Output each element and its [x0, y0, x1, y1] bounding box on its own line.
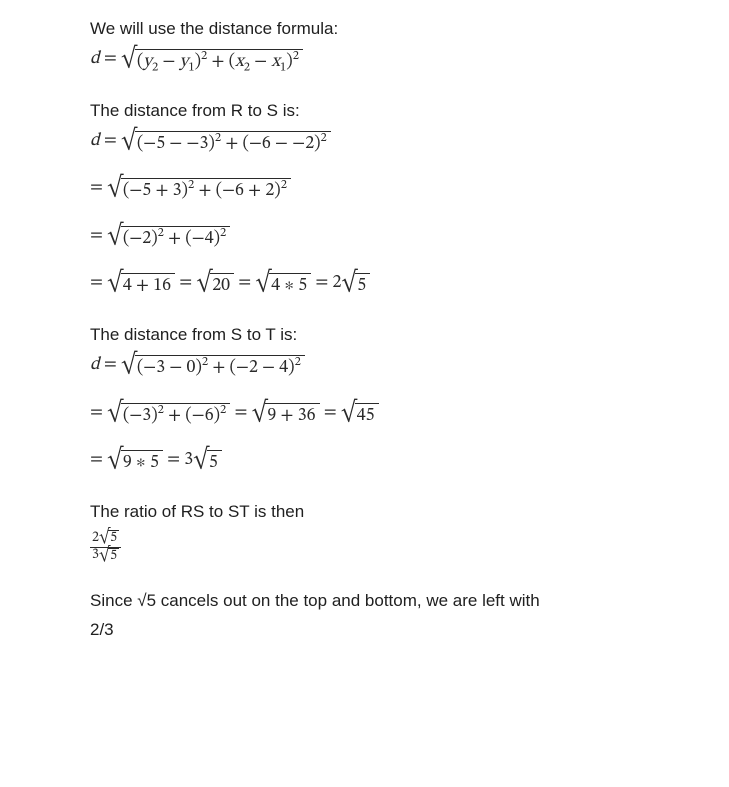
- sqrt: √(−2)2 + (−4)2: [107, 226, 230, 251]
- sqrt: √5: [99, 530, 119, 546]
- solution-body: We will use the distance formula: d = √(y…: [90, 18, 639, 642]
- math-line: d = √(−3 − 0)2 + (−2 − 4)2: [90, 353, 639, 380]
- math-line: = √(−5 + 3)2 + (−6 + 2)2: [90, 176, 639, 203]
- sqrt: √45: [341, 403, 379, 428]
- text-line: 2/3: [90, 619, 639, 642]
- math-line: = √4 + 16 = √20 = √4 ∗ 5 = 2√5: [90, 271, 639, 298]
- math-line: = √(−2)2 + (−4)2: [90, 224, 639, 251]
- sqrt: √(−5 − −3)2 + (−6 − −2)2: [121, 131, 331, 156]
- sqrt: √4 + 16: [107, 273, 175, 298]
- sqrt: √5: [193, 450, 222, 475]
- math-line: d = √(y2 − y1)2 + (x2 − x1)2: [90, 47, 639, 74]
- text-line: Since √5 cancels out on the top and bott…: [90, 590, 639, 613]
- math-line: = √(−3)2 + (−6)2 = √9 + 36 = √45: [90, 401, 639, 428]
- sqrt: √(y2 − y1)2 + (x2 − x1)2: [121, 49, 303, 74]
- text-line: The ratio of RS to ST is then: [90, 501, 639, 524]
- sqrt: √9 ∗ 5: [107, 450, 163, 475]
- math-line: = √9 ∗ 5 = 3√5: [90, 448, 639, 475]
- sqrt: √5: [99, 548, 119, 564]
- text-line: We will use the distance formula:: [90, 18, 639, 41]
- text-line: The distance from R to S is:: [90, 100, 639, 123]
- sqrt: √(−3 − 0)2 + (−2 − 4)2: [121, 355, 305, 380]
- fraction: 2√53√5: [90, 530, 121, 564]
- math-line: 2√53√5: [90, 530, 639, 564]
- text-line: The distance from S to T is:: [90, 324, 639, 347]
- sqrt: √(−5 + 3)2 + (−6 + 2)2: [107, 178, 291, 203]
- sqrt: √5: [341, 273, 370, 298]
- sqrt: √4 ∗ 5: [255, 273, 311, 298]
- math-line: d = √(−5 − −3)2 + (−6 − −2)2: [90, 129, 639, 156]
- sqrt: √20: [197, 273, 235, 298]
- sqrt: √(−3)2 + (−6)2: [107, 403, 230, 428]
- sqrt: √9 + 36: [252, 403, 320, 428]
